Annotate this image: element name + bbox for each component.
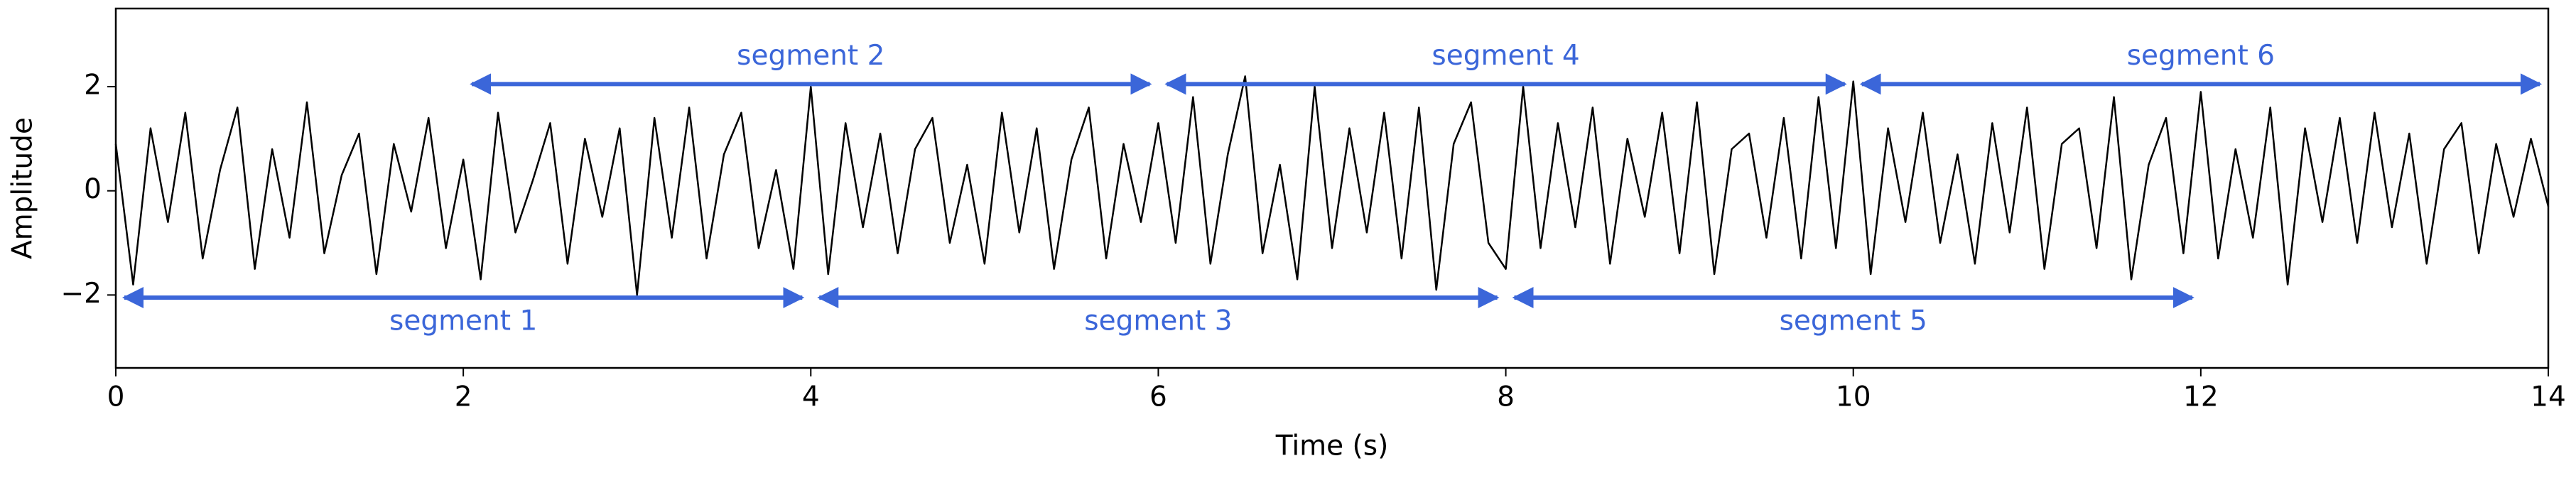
segment-label: segment 6 xyxy=(2127,40,2275,72)
segment-label: segment 4 xyxy=(1432,40,1579,72)
segment-label: segment 1 xyxy=(389,305,537,337)
x-tick-label: 14 xyxy=(2531,381,2566,413)
signal-line xyxy=(114,75,2550,296)
y-tick-label: −2 xyxy=(61,278,102,310)
x-tick-label: 10 xyxy=(1836,381,1871,413)
y-tick-label: 2 xyxy=(84,70,102,102)
x-tick-label: 2 xyxy=(455,381,472,413)
y-tick-label: 0 xyxy=(84,173,102,205)
x-tick-label: 8 xyxy=(1497,381,1515,413)
x-tick-label: 12 xyxy=(2183,381,2219,413)
x-tick-label: 0 xyxy=(107,381,125,413)
segment-label: segment 3 xyxy=(1084,305,1232,337)
x-axis-label: Time (s) xyxy=(1275,430,1389,462)
plot-frame xyxy=(114,7,2550,369)
segment-label: segment 2 xyxy=(737,40,884,72)
y-axis-label: Amplitude xyxy=(7,117,39,259)
x-tick-label: 4 xyxy=(802,381,820,413)
segment-label: segment 5 xyxy=(1780,305,1927,337)
x-tick-label: 6 xyxy=(1149,381,1167,413)
